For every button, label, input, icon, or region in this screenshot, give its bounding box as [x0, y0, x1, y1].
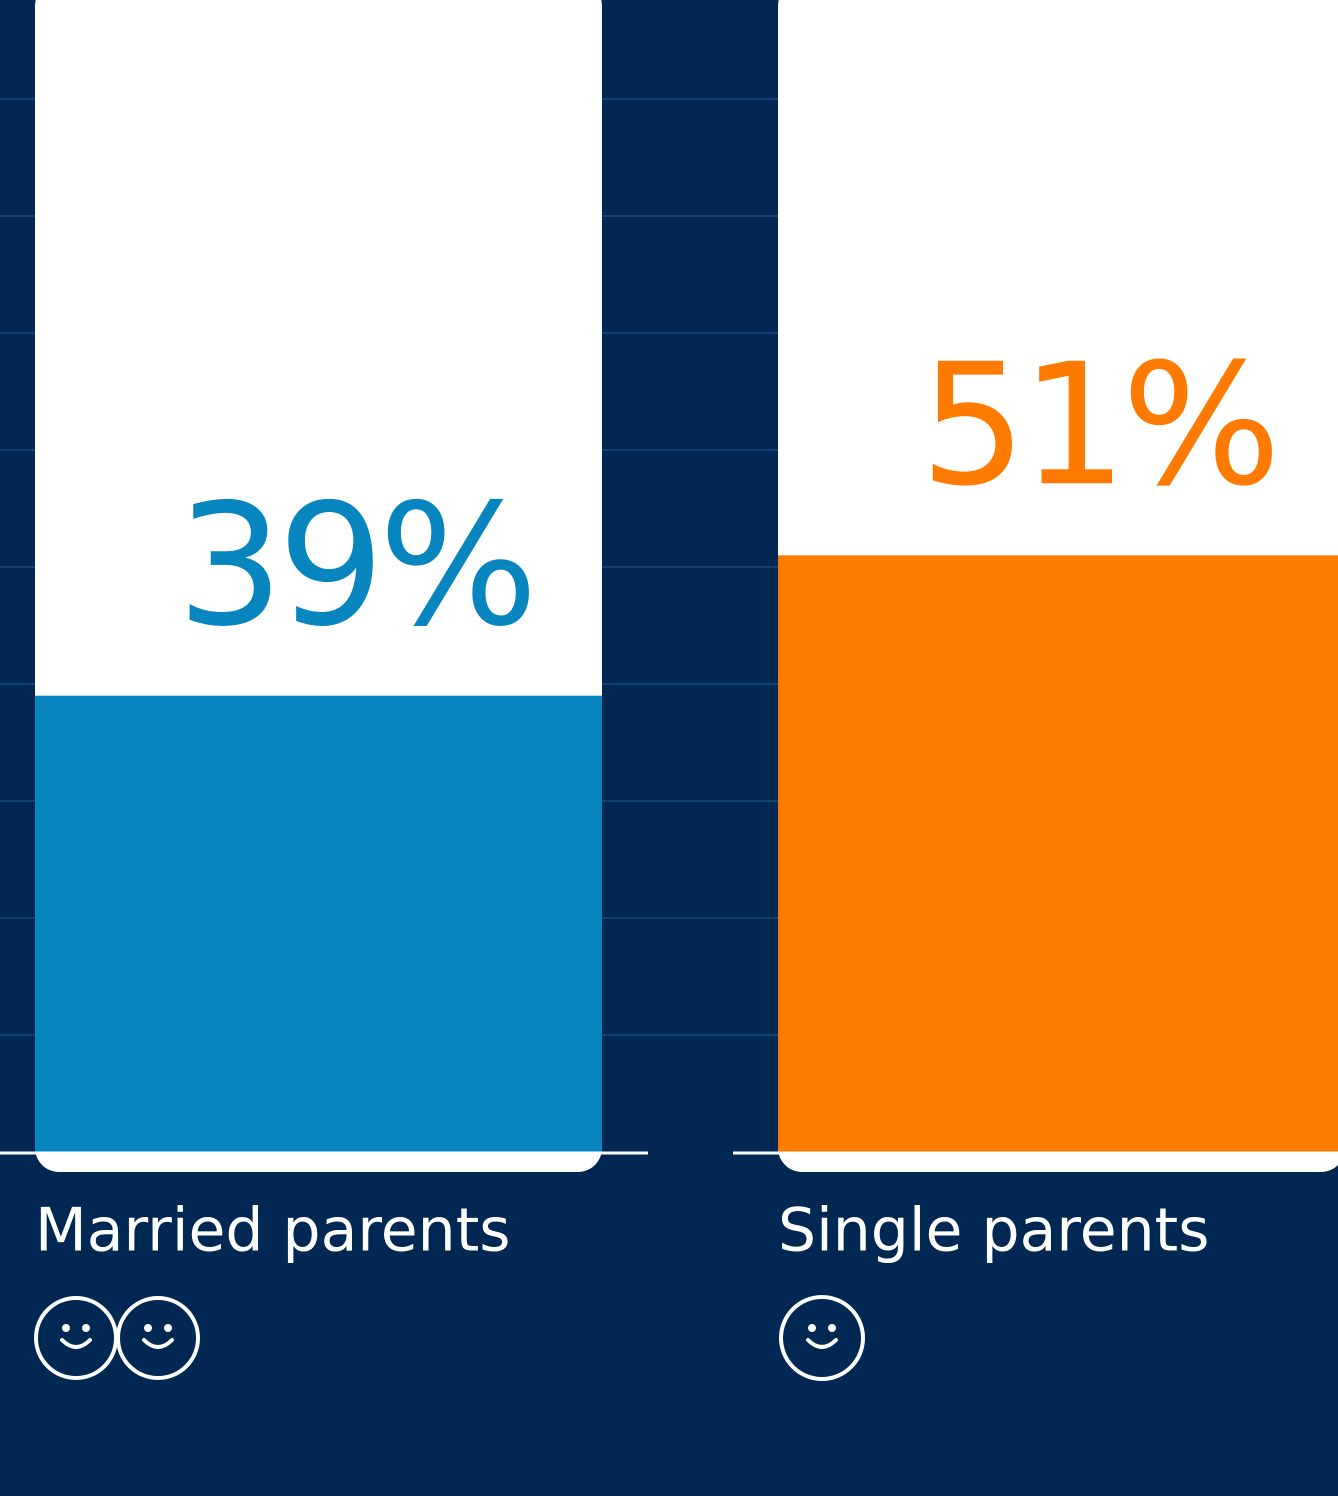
value-label: 51% [920, 327, 1275, 523]
category-label: Single parents [778, 1196, 1209, 1266]
value-label: 39% [177, 468, 532, 664]
category-label: Married parents [35, 1196, 511, 1266]
bars: 39% 51% [35, 0, 1338, 1172]
smiley-icon [116, 1296, 200, 1380]
smiley-icon [779, 1295, 865, 1381]
icons [34, 1295, 865, 1381]
bar [35, 695, 602, 1152]
bar [778, 555, 1338, 1152]
